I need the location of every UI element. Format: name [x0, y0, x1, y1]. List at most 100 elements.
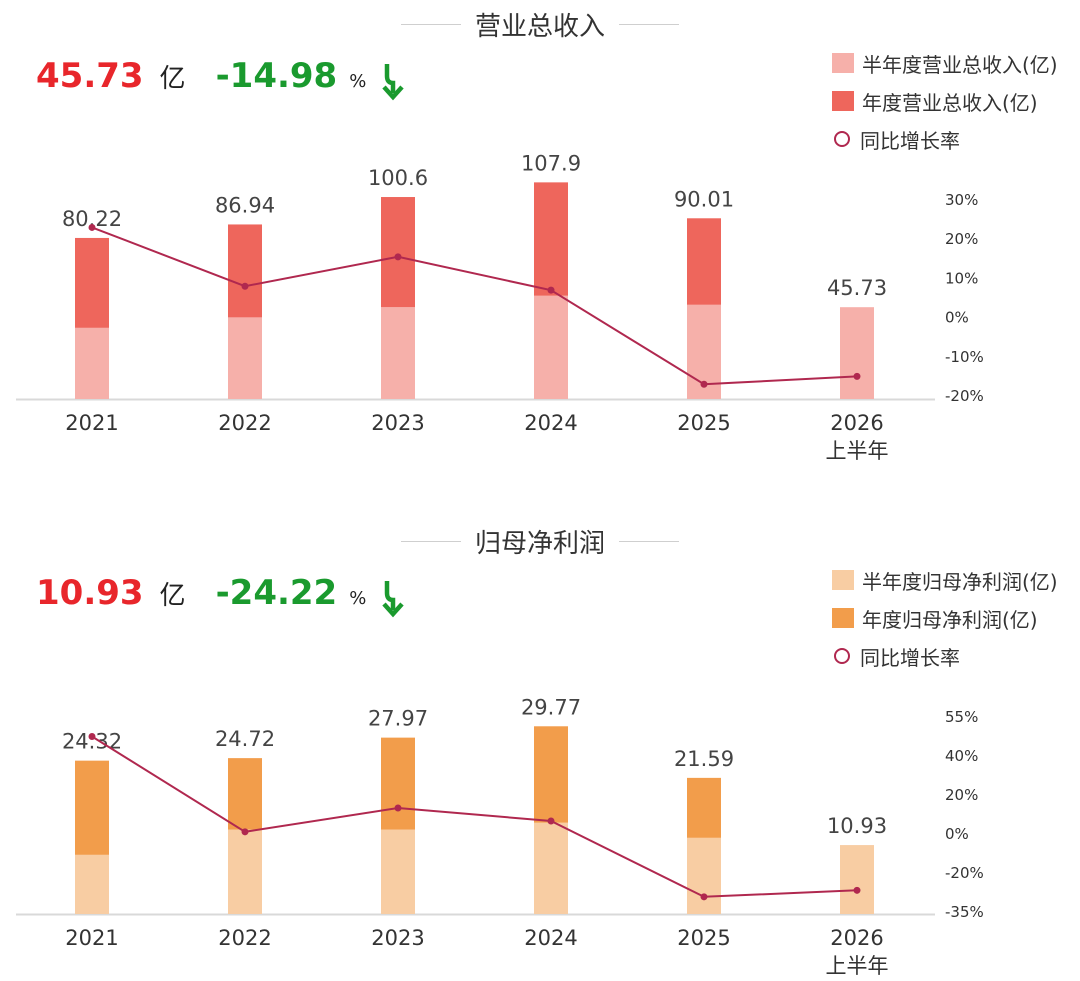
x-tick-label: 2021 [65, 411, 118, 435]
x-tick-label: 2024 [524, 411, 577, 435]
half-year-bar [75, 327, 109, 399]
half-year-bar [534, 822, 568, 914]
legend-swatch [832, 608, 854, 628]
legend-item-annual: 年度归母净利润(亿) [832, 599, 1058, 637]
legend-item-growth: 同比增长率 [832, 637, 1058, 675]
x-tick-label: 2021 [65, 926, 118, 950]
title-rule-right [619, 23, 679, 25]
x-tick-label: 2022 [218, 411, 271, 435]
x-tick-label: 2026 [830, 411, 883, 435]
data-label: 21.59 [674, 747, 734, 771]
x-tick-label: 2025 [677, 926, 730, 950]
y2-tick-label: -10% [945, 348, 984, 366]
down-arrow-icon [382, 64, 405, 101]
legend-item-growth: 同比增长率 [832, 120, 1058, 158]
legend-label: 年度归母净利润(亿) [862, 607, 1038, 632]
x-tick-label: 上半年 [826, 439, 889, 463]
legend: 半年度归母净利润(亿) 年度归母净利润(亿) 同比增长率 [832, 561, 1058, 675]
half-year-bar [534, 295, 568, 399]
title-rule-left [400, 23, 461, 25]
net-profit-chart-panel: 归母净利润 10.93 亿 -24.22 % 半年度归母净利润(亿) 年度归母净… [0, 517, 1080, 981]
data-label: 27.97 [368, 707, 428, 731]
headline-change-unit: % [349, 71, 367, 92]
title-rule-right [619, 540, 679, 542]
legend-swatch [832, 570, 854, 590]
legend-swatch [832, 91, 854, 111]
data-label: 107.9 [521, 151, 581, 175]
growth-rate-line [91, 226, 858, 386]
half-year-bar [687, 837, 721, 914]
half-year-bar [381, 307, 415, 399]
legend-label: 年度营业总收入(亿) [862, 90, 1038, 115]
data-label: 10.93 [827, 814, 887, 838]
x-tick-label: 2024 [524, 926, 577, 950]
headline-change: -14.98 [215, 56, 338, 96]
growth-rate-point [700, 380, 708, 388]
x-tick-label: 上半年 [826, 954, 889, 978]
legend-item-half-year: 半年度归母净利润(亿) [832, 561, 1058, 599]
headline-change-unit: % [349, 588, 367, 609]
headline-unit: 亿 [159, 581, 186, 611]
x-tick-label: 2023 [371, 411, 424, 435]
legend-label: 半年度归母净利润(亿) [862, 569, 1058, 594]
data-label: 29.77 [521, 695, 581, 719]
growth-rate-point [394, 804, 402, 812]
net-profit-plot-area: 24.32202124.72202227.97202329.77202421.5… [16, 695, 984, 978]
headline: 45.73 亿 -14.98 % [36, 56, 408, 106]
y2-tick-label: 40% [945, 747, 978, 765]
y2-tick-label: 20% [945, 230, 978, 248]
headline-value: 45.73 [36, 56, 144, 96]
growth-rate-point [700, 893, 708, 901]
title-rule-left [400, 540, 461, 542]
growth-rate-point [547, 817, 555, 825]
y2-tick-label: -20% [945, 387, 984, 405]
half-year-bar [840, 307, 874, 399]
growth-rate-line [91, 735, 858, 898]
x-tick-label: 2025 [677, 411, 730, 435]
half-year-bar [75, 854, 109, 914]
legend-ring-icon [834, 131, 850, 147]
headline-change: -24.22 [215, 573, 338, 613]
revenue-chart-panel: 营业总收入 45.73 亿 -14.98 % 半年度营业总收入(亿) 年度营业总… [0, 0, 1080, 490]
growth-rate-point [88, 223, 96, 231]
legend-label: 半年度营业总收入(亿) [862, 52, 1058, 77]
half-year-bar [228, 317, 262, 399]
y2-tick-label: 20% [945, 786, 978, 804]
y2-tick-label: 0% [945, 825, 969, 843]
growth-rate-point [241, 828, 249, 836]
y2-tick-label: 55% [945, 708, 978, 726]
chart-title: 归母净利润 [474, 528, 605, 559]
growth-rate-point [853, 886, 861, 894]
y2-tick-label: 0% [945, 309, 969, 327]
x-tick-label: 2022 [218, 926, 271, 950]
half-year-bar [381, 829, 415, 914]
growth-rate-point [88, 733, 96, 740]
legend-swatch [832, 53, 854, 73]
legend-label: 同比增长率 [860, 128, 960, 153]
chart-title: 营业总收入 [474, 11, 605, 42]
growth-rate-point [394, 253, 402, 261]
revenue-plot-area: 80.22202186.942022100.62023107.9202490.0… [16, 151, 984, 463]
growth-rate-point [853, 372, 861, 380]
data-label: 86.94 [215, 193, 275, 217]
data-label: 24.72 [215, 727, 275, 751]
legend-item-half-year: 半年度营业总收入(亿) [832, 44, 1058, 82]
legend-label: 同比增长率 [860, 645, 960, 670]
data-label: 45.73 [827, 276, 887, 300]
y2-tick-label: 30% [945, 191, 978, 209]
data-label: 100.6 [368, 166, 428, 190]
half-year-bar [840, 845, 874, 914]
y2-tick-label: -35% [945, 903, 984, 921]
x-tick-label: 2023 [371, 926, 424, 950]
headline: 10.93 亿 -24.22 % [36, 573, 408, 623]
growth-rate-point [241, 282, 249, 290]
data-label: 90.01 [674, 187, 734, 211]
growth-rate-point [547, 286, 555, 294]
half-year-bar [228, 829, 262, 914]
y2-tick-label: 10% [945, 269, 978, 287]
legend-ring-icon [834, 648, 850, 664]
down-arrow-icon [382, 581, 405, 618]
legend-item-annual: 年度营业总收入(亿) [832, 82, 1058, 120]
y2-tick-label: -20% [945, 864, 984, 882]
legend: 半年度营业总收入(亿) 年度营业总收入(亿) 同比增长率 [832, 44, 1058, 158]
